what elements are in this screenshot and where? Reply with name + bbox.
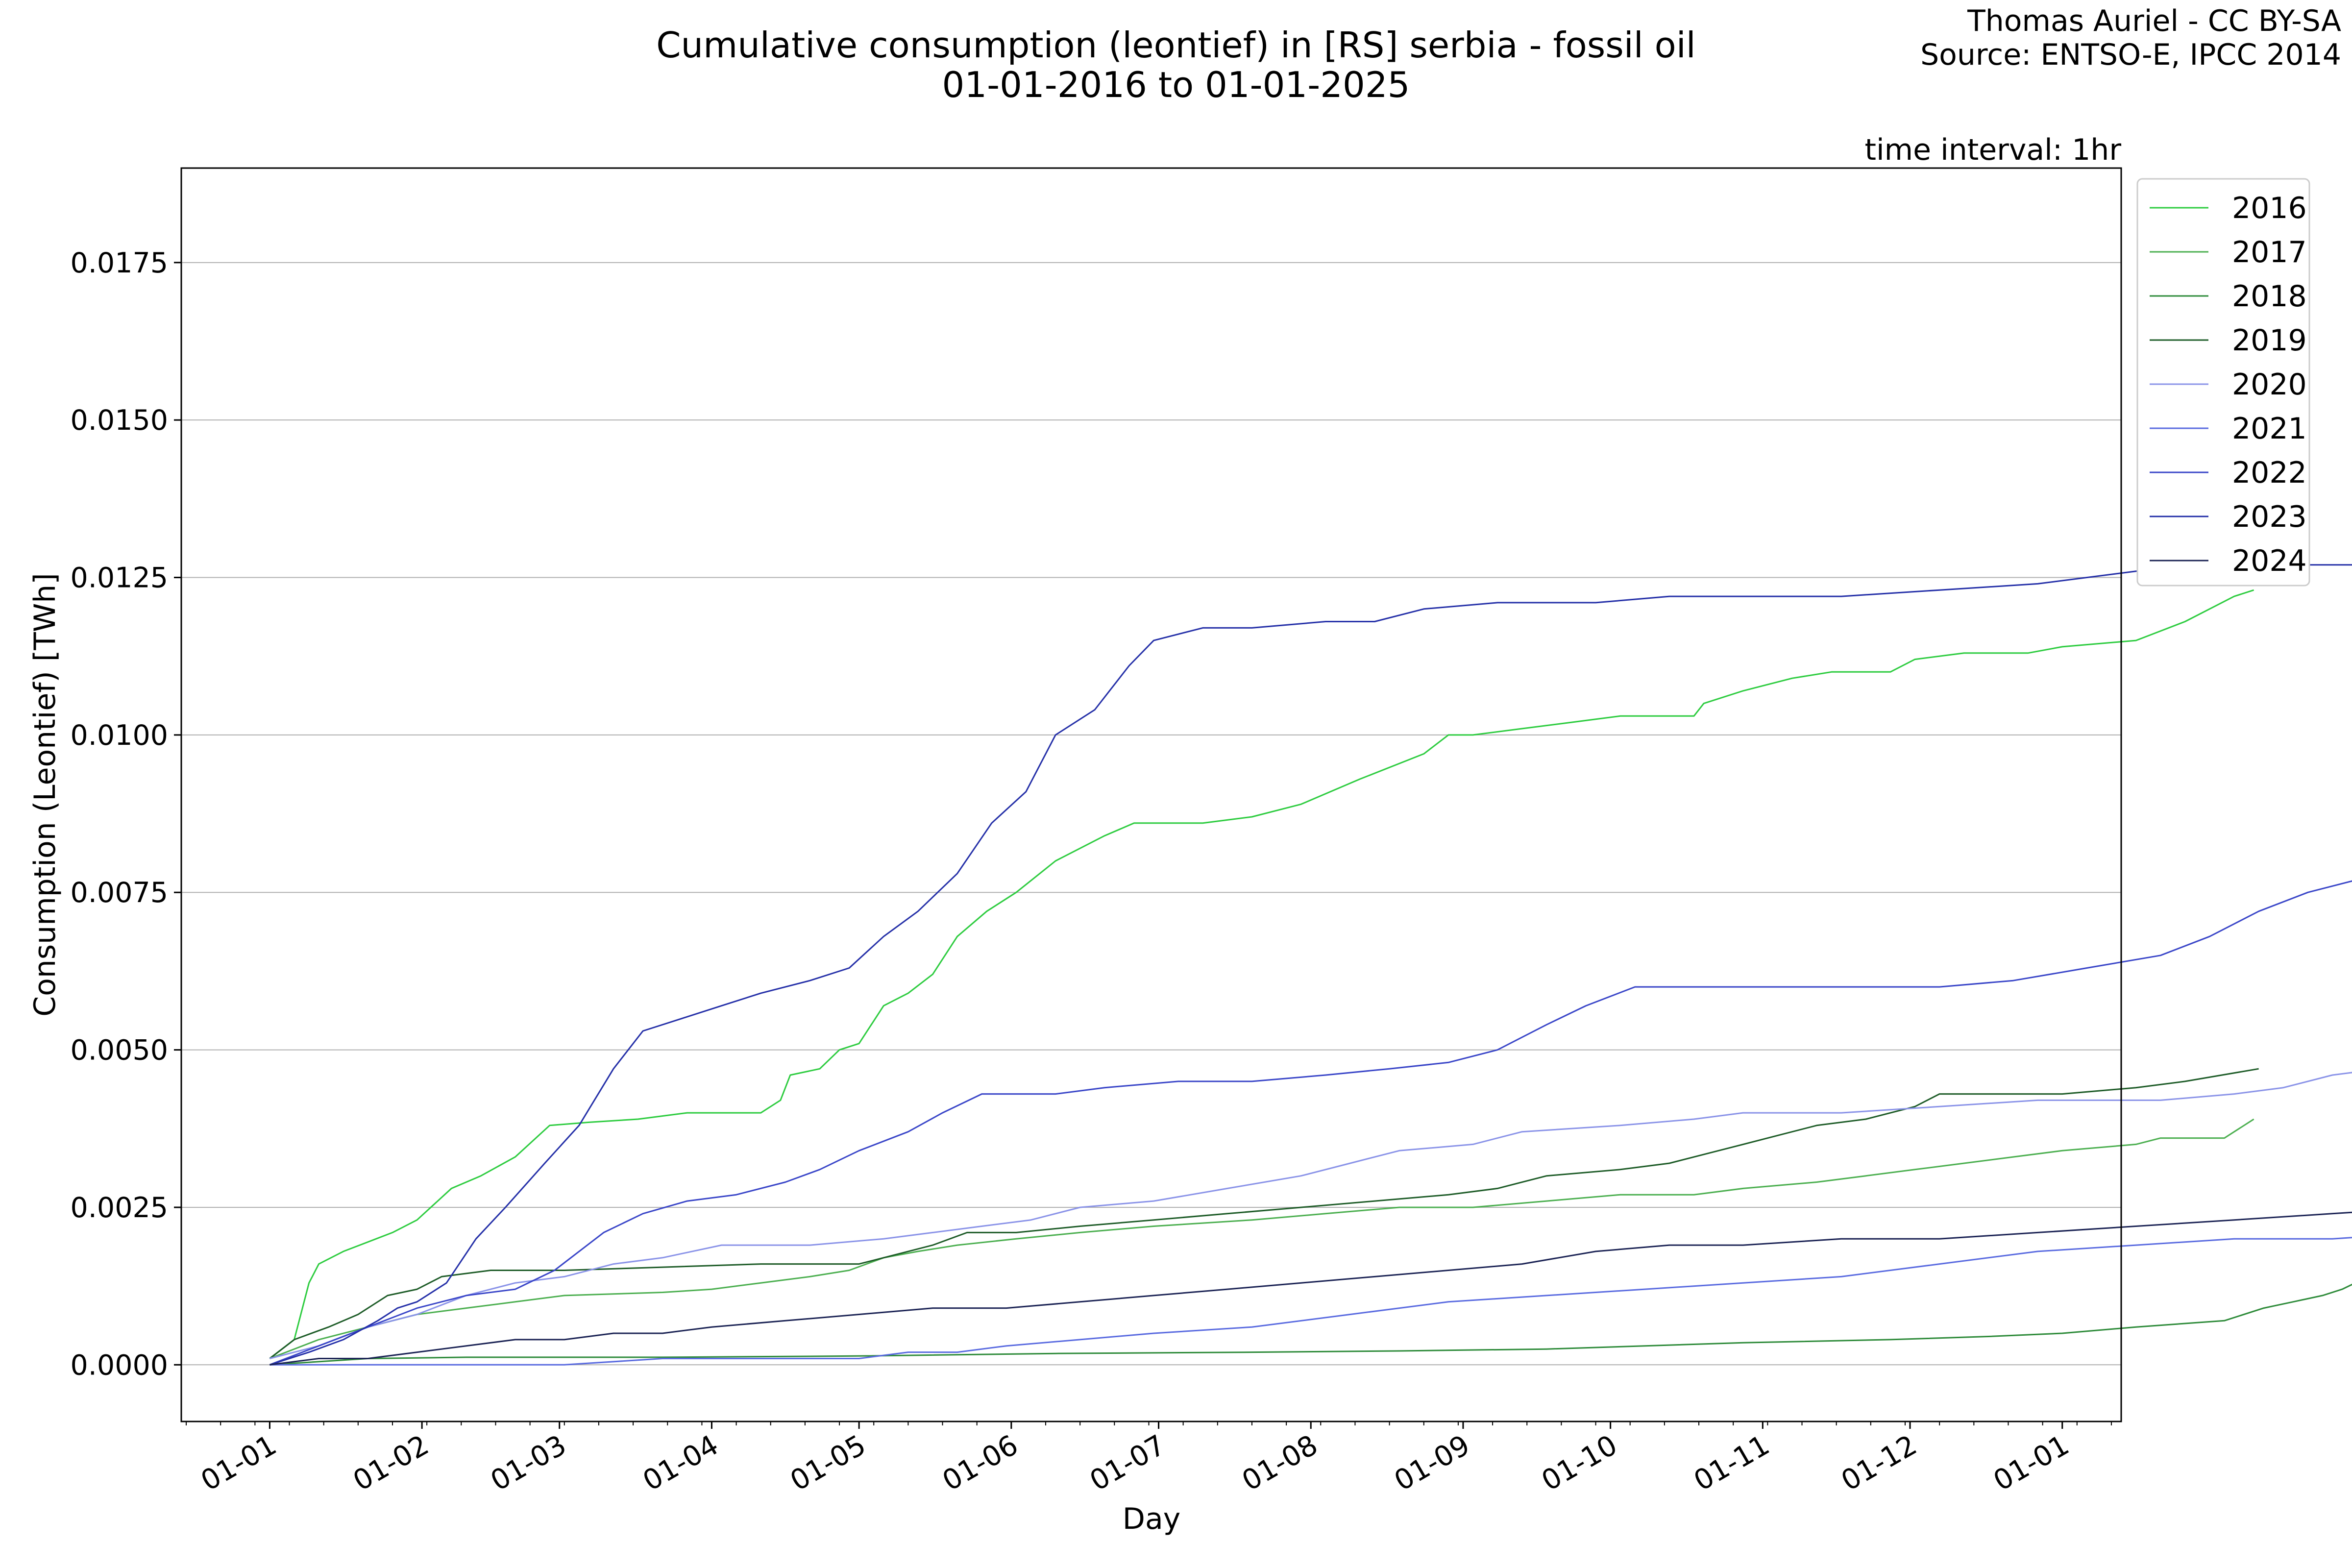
series-line-2019 — [269, 1068, 2259, 1359]
legend-label-2024: 2024 — [2232, 544, 2307, 578]
series-line-2020 — [270, 1072, 2352, 1359]
series-lines — [269, 564, 2352, 1366]
series-line-2017 — [269, 1118, 2254, 1359]
legend-label-2019: 2019 — [2232, 323, 2307, 358]
plot-frame — [180, 167, 2122, 1422]
series-line-2022 — [269, 880, 2352, 1366]
chart-subtitle: 01-01-2016 to 01-01-2025 — [942, 64, 1410, 105]
y-axis-label: Consumption (Leontief) [TWh] — [28, 573, 62, 1016]
x-axis-label: Day — [1123, 1502, 1180, 1536]
credit-author: Thomas Auriel - CC BY-SA — [1967, 4, 2341, 38]
time-interval-annotation: time interval: 1hr — [1864, 133, 2121, 167]
legend-frame — [2136, 178, 2310, 587]
series-line-2021 — [270, 1237, 2352, 1366]
y-tick-label: 0.0100 — [71, 719, 168, 752]
legend-label-2022: 2022 — [2232, 456, 2307, 490]
y-tick-label: 0.0025 — [71, 1192, 168, 1224]
series-line-2023 — [269, 564, 2352, 1366]
legend: 2016 2017 2018 2019 2020 2021 2022 2023 2024 — [2136, 178, 2310, 587]
y-tick-label: 0.0125 — [71, 562, 168, 594]
credit-source: Source: ENTSO-E, IPCC 2014 — [1920, 38, 2341, 72]
legend-label-2020: 2020 — [2232, 368, 2307, 402]
y-axis: 0.0000 0.0025 0.0050 0.0075 0.0100 0.0125 0.01… — [71, 247, 181, 1381]
series-line-2016 — [269, 589, 2254, 1359]
series-line-2024 — [270, 1211, 2352, 1366]
y-tick-label: 0.0075 — [71, 877, 168, 909]
legend-label-2016: 2016 — [2232, 191, 2307, 225]
legend-label-2017: 2017 — [2232, 235, 2307, 270]
legend-label-2021: 2021 — [2232, 412, 2307, 446]
y-tick-label: 0.0150 — [71, 404, 168, 437]
legend-label-2023: 2023 — [2232, 500, 2307, 534]
series-line-2018 — [270, 1283, 2352, 1366]
y-tick-label: 0.0050 — [71, 1034, 168, 1067]
chart-title: Cumulative consumption (leontief) in [RS… — [656, 24, 1696, 66]
legend-label-2018: 2018 — [2232, 279, 2307, 314]
y-tick-label: 0.0000 — [71, 1349, 168, 1381]
y-tick-label: 0.0175 — [71, 247, 168, 279]
